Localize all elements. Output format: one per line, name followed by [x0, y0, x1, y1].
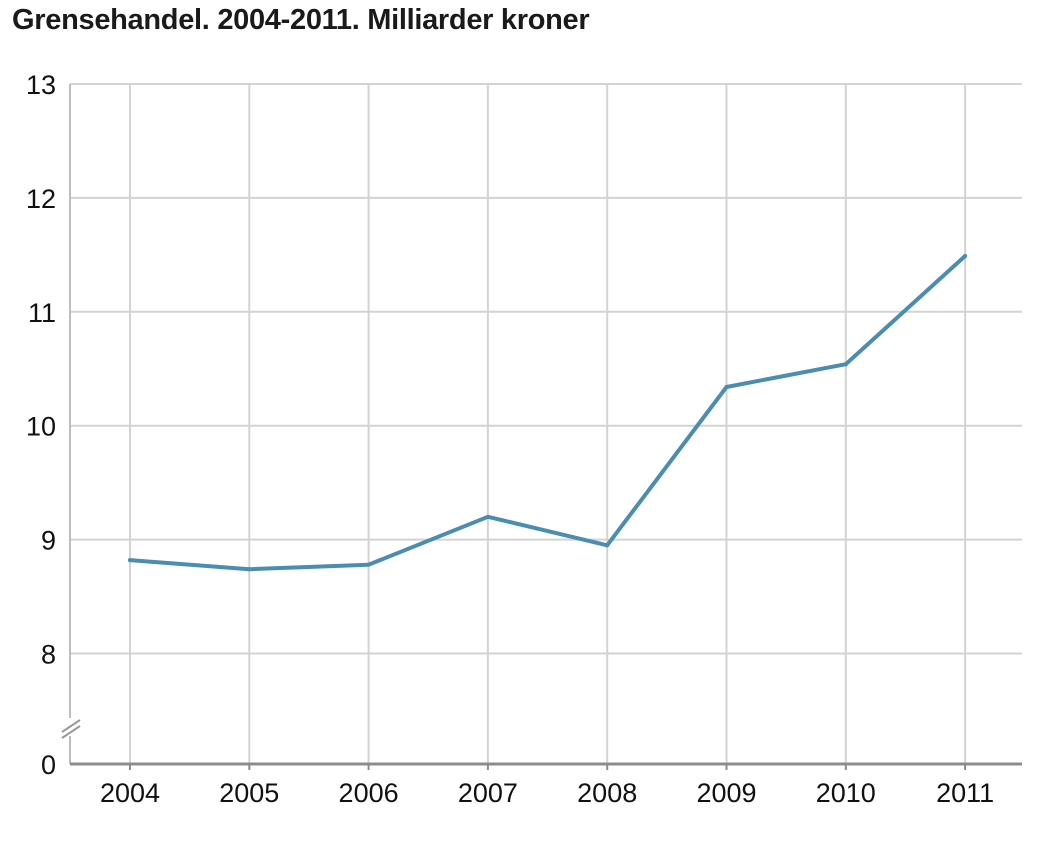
- series-layer: [128, 253, 968, 572]
- x-tick-label: 2005: [219, 778, 279, 808]
- tick-labels: 0 8 9 10 11 12 13 2004 2005 2006 2007 2008 2009 2010 2…: [26, 70, 994, 808]
- data-point: [485, 514, 490, 519]
- x-tick-label: 2007: [458, 778, 518, 808]
- x-tick-label: 2011: [936, 778, 994, 808]
- y-tick-label: 8: [41, 640, 56, 670]
- data-point: [605, 543, 610, 548]
- y-tick-label: 10: [26, 412, 56, 442]
- series-line: [128, 254, 968, 572]
- data-point: [366, 562, 371, 567]
- y-tick-label: 13: [26, 70, 56, 100]
- y-tick-label: 9: [41, 526, 56, 556]
- x-tick-label: 2009: [696, 778, 756, 808]
- data-point: [724, 384, 729, 389]
- data-point: [963, 253, 968, 258]
- data-point: [128, 558, 132, 563]
- x-tick-label: 2006: [339, 778, 399, 808]
- y-tick-label: 0: [41, 750, 56, 780]
- x-tick-label: 2004: [100, 778, 160, 808]
- axes: [61, 84, 1022, 770]
- data-point: [843, 362, 848, 367]
- y-tick-label: 11: [28, 298, 56, 328]
- x-tick-label: 2010: [816, 778, 876, 808]
- axis-break-mark: [61, 725, 81, 739]
- y-tick-label: 12: [26, 184, 56, 214]
- chart-title: Grensehandel. 2004-2011. Milliarder kron…: [12, 4, 590, 36]
- x-tick-label: 2008: [577, 778, 637, 808]
- data-point: [247, 567, 252, 572]
- axis-break-mark: [61, 719, 81, 733]
- grid-lines: [70, 83, 1022, 764]
